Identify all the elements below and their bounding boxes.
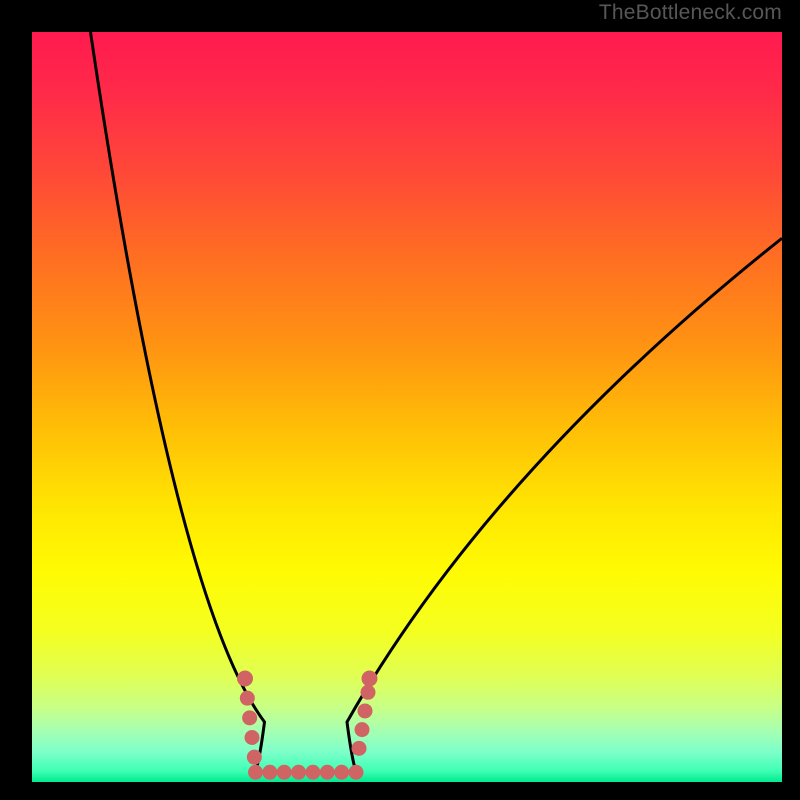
plot-area xyxy=(32,32,782,782)
dashed-u-overlay xyxy=(237,671,378,780)
bottleneck-curve-layer xyxy=(32,32,782,782)
watermark-text: TheBottleneck.com xyxy=(599,1,782,25)
curve-left-branch xyxy=(91,32,357,772)
curve-right-branch xyxy=(347,238,782,772)
